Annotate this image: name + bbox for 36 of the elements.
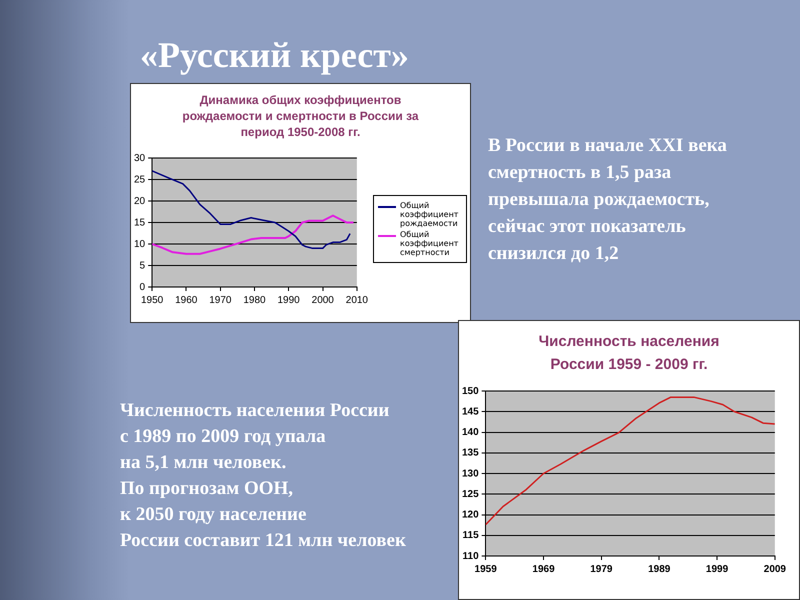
text: «Русский крест» bbox=[140, 34, 409, 76]
y-tick-label: 125 bbox=[462, 488, 480, 500]
y-tick-label: 30 bbox=[134, 152, 146, 164]
x-tick-label: 1980 bbox=[243, 294, 266, 306]
y-tick-label: 25 bbox=[134, 174, 146, 185]
legend-label: Общий коэффициент смертности bbox=[400, 230, 460, 257]
y-tick-label: 5 bbox=[140, 260, 146, 271]
x-tick-label: 1959 bbox=[474, 564, 498, 575]
y-tick-label: 135 bbox=[462, 448, 480, 459]
y-tick-label: 140 bbox=[462, 427, 480, 438]
x-tick-label: 2009 bbox=[764, 564, 786, 575]
y-tick-label: 10 bbox=[134, 238, 146, 250]
text: Численность населения России с 1989 по 2009 год упала на 5,1 млн человек. По прогнозам ООН, к 2050 году население России составит 121 млн человек bbox=[120, 399, 406, 553]
x-tick-label: 1970 bbox=[209, 294, 232, 306]
x-tick-label: 1960 bbox=[175, 294, 198, 306]
y-tick-label: 20 bbox=[134, 195, 146, 206]
x-tick-label: 1999 bbox=[706, 564, 729, 575]
y-tick-label: 15 bbox=[134, 216, 146, 228]
x-tick-label: 2000 bbox=[312, 294, 334, 306]
y-tick-label: 150 bbox=[462, 386, 480, 397]
y-tick-label: 110 bbox=[462, 550, 480, 562]
text: В России в начале XXI века смертность в 1,5 раза превышала рождаемость, сейчас этот показатель снизился до 1,2 bbox=[488, 134, 727, 266]
x-tick-label: 1979 bbox=[590, 564, 613, 575]
x-tick-label: 1950 bbox=[141, 294, 164, 306]
y-tick-label: 145 bbox=[462, 406, 480, 418]
chart-title: Динамика общих коэффициентов рождаемости и смертности в России за период 1950-2008 гг. bbox=[181, 92, 420, 141]
y-tick-label: 0 bbox=[140, 281, 146, 292]
x-tick-label: 1969 bbox=[532, 564, 556, 575]
x-tick-label: 1990 bbox=[278, 294, 300, 306]
y-tick-label: 115 bbox=[462, 530, 480, 542]
chart-title: Численность населения России 1959 - 2009 гг. bbox=[538, 332, 720, 374]
x-tick-label: 2010 bbox=[346, 294, 368, 306]
x-tick-label: 1989 bbox=[648, 564, 671, 575]
y-tick-label: 120 bbox=[462, 510, 480, 520]
y-tick-label: 130 bbox=[462, 468, 480, 480]
legend-label: Общий коэффициент рождаемости bbox=[400, 200, 460, 228]
